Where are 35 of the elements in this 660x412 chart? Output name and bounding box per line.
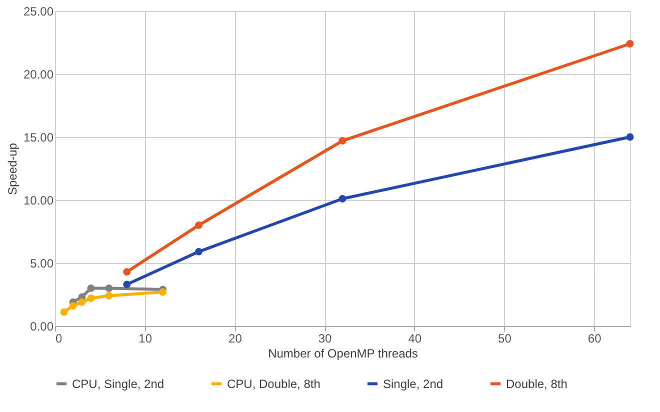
y-tick-label: 5.00 (30, 256, 54, 270)
point (105, 284, 113, 292)
x-tick-label: 50 (498, 332, 512, 346)
point (338, 137, 346, 144)
x-tick-label: 0 (56, 332, 62, 346)
point (626, 133, 634, 141)
y-tick-label: 25.00 (23, 4, 54, 18)
point (69, 302, 77, 310)
legend-label: Double, 8th (506, 376, 568, 391)
point (626, 40, 634, 48)
point (78, 298, 86, 306)
y-tick-label: 0.00 (30, 320, 54, 334)
point (60, 308, 68, 316)
point (105, 292, 113, 300)
x-tick-label: 60 (588, 332, 602, 346)
point (87, 284, 95, 292)
point (159, 288, 167, 296)
y-tick-label: 20.00 (23, 68, 54, 82)
point (338, 195, 346, 202)
x-tick-label: 20 (228, 332, 242, 346)
legend-label: Single, 2nd (383, 376, 444, 391)
point (195, 248, 202, 256)
legend-label: CPU, Single, 2nd (72, 376, 164, 391)
y-axis-title: Speed-up (5, 142, 20, 196)
point (123, 268, 131, 276)
point (195, 222, 202, 229)
point (87, 294, 95, 302)
x-tick-label: 40 (408, 332, 422, 346)
point (123, 280, 131, 288)
legend-label: CPU, Double, 8th (227, 376, 320, 391)
x-tick-label: 30 (318, 332, 332, 346)
y-tick-label: 10.00 (23, 194, 54, 208)
x-axis-title: Number of OpenMP threads (268, 346, 418, 360)
x-tick-label: 10 (138, 332, 152, 346)
y-tick-label: 15.00 (23, 130, 54, 144)
